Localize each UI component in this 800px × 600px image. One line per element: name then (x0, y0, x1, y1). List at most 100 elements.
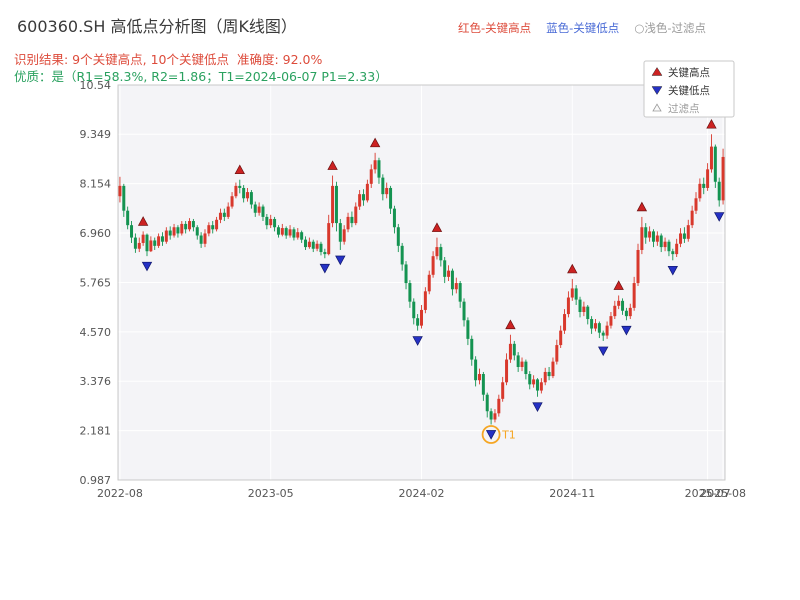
candle-body (663, 241, 667, 248)
candle-body (226, 206, 230, 217)
candle-body (230, 196, 234, 207)
candle-body (501, 382, 505, 399)
candle-body (470, 338, 474, 360)
candle-body (443, 260, 447, 277)
y-tick-label: 3.376 (80, 375, 112, 388)
candle-body (640, 227, 644, 250)
candle-body (381, 177, 385, 195)
y-tick-label: 0.987 (80, 474, 112, 487)
candle-body (130, 225, 134, 238)
candle-body (709, 146, 713, 170)
candle-body (420, 309, 423, 326)
candle-body (450, 270, 454, 290)
candle-body (122, 185, 126, 211)
candle-body (242, 187, 246, 199)
candle-body (164, 230, 168, 242)
candle-body (315, 243, 319, 249)
candle-body (447, 270, 451, 277)
candle-body (346, 216, 350, 230)
candle-body (721, 156, 725, 201)
candle-body (304, 239, 308, 248)
candle-body (149, 240, 153, 252)
key-high-marker (505, 319, 516, 330)
candle-body (528, 374, 532, 385)
key-high-marker (137, 216, 149, 226)
candle-body (563, 314, 567, 331)
legend-up-triangle-icon (651, 67, 663, 76)
candle-body (590, 319, 594, 329)
candle-body (516, 355, 520, 367)
candle-body (137, 242, 141, 249)
candle-body (358, 194, 362, 207)
legend-label: 过滤点 (668, 102, 700, 115)
candle-body (454, 283, 458, 290)
candle-body (184, 223, 188, 230)
key-low-marker (319, 263, 331, 274)
candle-body (269, 218, 273, 226)
candle-body (559, 330, 563, 346)
candle-body (369, 169, 373, 184)
candle-body (632, 283, 636, 308)
candle-body (539, 382, 543, 391)
candle-body (311, 241, 315, 249)
candle-body (686, 225, 690, 239)
candle-body (180, 223, 184, 234)
legend-hollow-triangle-icon (652, 103, 662, 112)
candle-body (203, 233, 207, 244)
candle-body (334, 185, 338, 224)
candle-body (505, 359, 509, 383)
candle-body (582, 306, 586, 313)
legend-label: 关键低点 (668, 84, 710, 97)
candle-body (211, 225, 215, 230)
candle-body (624, 310, 628, 317)
candle-body (126, 210, 130, 226)
candle-body (350, 216, 354, 224)
candle-body (621, 300, 625, 311)
candle-body (416, 318, 420, 326)
legend-label: 关键高点 (668, 66, 710, 79)
candle-body (133, 237, 137, 249)
candle-body (288, 229, 292, 236)
candle-body (659, 235, 663, 248)
key-high-marker (706, 118, 717, 129)
candle-body (636, 249, 640, 284)
candle-body (555, 345, 559, 362)
candle-body (222, 212, 226, 217)
candle-body (593, 323, 597, 329)
candle-body (586, 306, 590, 320)
quality-line: 优质：是（R1=58.3%, R2=1.86；T1=2024-06-07 P1=… (14, 69, 388, 84)
key-low-marker (667, 265, 678, 276)
candle-body (176, 227, 180, 234)
candle-body (261, 206, 265, 217)
candle-body (300, 232, 304, 240)
candle-body (172, 227, 176, 236)
legend-down-triangle-icon (651, 86, 663, 95)
candle-body (377, 160, 381, 178)
candle-body (195, 227, 199, 236)
candle-body (400, 245, 404, 265)
candle-body (717, 181, 721, 201)
candle-body (628, 307, 632, 317)
key-low-marker (598, 346, 609, 357)
candle-body (408, 283, 412, 302)
candle-body (265, 216, 269, 226)
candle-body (365, 183, 369, 201)
candle-body (199, 235, 203, 244)
candle-body (153, 240, 157, 246)
candle-body (207, 225, 211, 234)
candle-body (362, 194, 366, 201)
candle-body (327, 223, 331, 255)
key-low-marker (412, 336, 423, 346)
candle-body (489, 411, 493, 420)
candle-body (651, 231, 655, 242)
candle-body (141, 234, 145, 243)
key-low-marker (621, 325, 632, 336)
candle-body (605, 325, 609, 336)
candle-body (276, 227, 280, 235)
candle-body (280, 228, 284, 235)
candle-body (609, 316, 613, 326)
candle-body (477, 374, 481, 381)
candle-body (667, 241, 671, 252)
candle-body (435, 247, 439, 257)
